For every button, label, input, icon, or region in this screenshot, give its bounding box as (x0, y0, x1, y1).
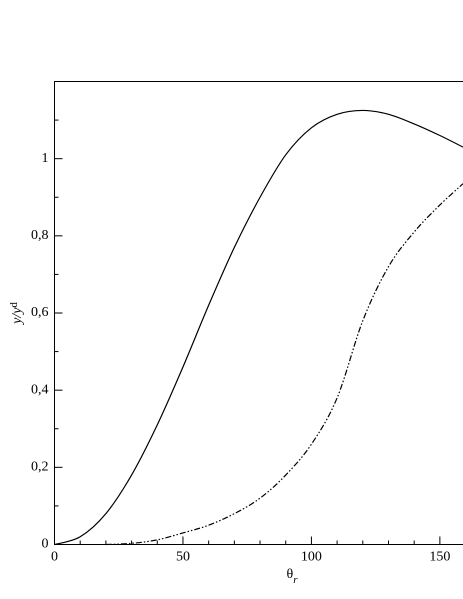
x-tick-label: 100 (301, 550, 322, 565)
y-tick-label: 0 (42, 537, 49, 552)
y-tick-label: 0,8 (31, 228, 49, 243)
x-label-main: θ (287, 567, 294, 582)
y-tick-label: 0,2 (31, 460, 49, 475)
data-line (105, 183, 463, 546)
y-label-main: y/y (10, 307, 25, 326)
x-tick-label: 0 (51, 550, 58, 565)
x-axis-label: θr (287, 567, 299, 585)
x-label-sub: r (293, 574, 298, 586)
y-label-sub: d (8, 302, 20, 308)
y-axis-label: y/yd (8, 302, 26, 326)
y-tick-label: 0,6 (31, 305, 49, 320)
data-line (54, 109, 463, 546)
y-tick-label: 0,4 (31, 382, 49, 397)
plot-frame (54, 81, 463, 545)
x-tick-label: 150 (429, 550, 450, 565)
y-tick-label: 1 (42, 151, 49, 166)
x-tick-label: 50 (176, 550, 190, 565)
